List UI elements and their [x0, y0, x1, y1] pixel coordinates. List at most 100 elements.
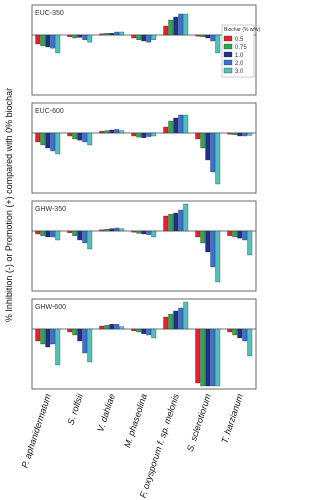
- bar: [99, 131, 105, 134]
- bar: [227, 132, 233, 135]
- bar: [119, 228, 125, 232]
- x-tick-label: V. dahliae: [95, 393, 117, 434]
- bar: [200, 328, 206, 387]
- bar: [114, 227, 120, 232]
- bar: [183, 13, 189, 36]
- bar: [40, 34, 46, 46]
- legend-swatch: [223, 59, 233, 66]
- bar: [87, 230, 93, 250]
- bar: [200, 230, 206, 244]
- bar: [141, 132, 147, 138]
- bar: [237, 230, 243, 239]
- bar: [35, 230, 41, 235]
- legend-swatch: [223, 67, 233, 74]
- bar: [215, 230, 221, 283]
- bar: [99, 229, 105, 232]
- bar: [146, 328, 152, 336]
- legend-label: 0.5: [235, 37, 244, 43]
- bar: [146, 34, 152, 43]
- bar: [200, 132, 206, 149]
- bar: [215, 34, 221, 54]
- bar: [151, 34, 157, 40]
- bar: [168, 120, 174, 134]
- bar: [55, 230, 61, 241]
- bar: [67, 230, 73, 233]
- y-axis-label: % Inhibition (-) or Promotion (+) compar…: [4, 88, 14, 322]
- bar: [168, 19, 174, 36]
- bar: [151, 328, 157, 339]
- bar: [87, 328, 93, 363]
- legend-swatch: [223, 51, 233, 58]
- panel-title: GHW-350: [35, 206, 66, 213]
- bar: [40, 328, 46, 345]
- bar: [55, 328, 61, 366]
- bar: [77, 132, 83, 141]
- bar: [131, 230, 137, 233]
- bar: [178, 307, 184, 330]
- bar: [195, 34, 201, 37]
- bar: [163, 316, 169, 330]
- bar: [227, 230, 233, 236]
- legend-swatch: [223, 43, 233, 50]
- bar: [146, 132, 152, 137]
- bar: [173, 117, 179, 134]
- bar: [232, 132, 238, 135]
- bar: [72, 230, 78, 236]
- bar: [45, 34, 51, 48]
- bar: [104, 229, 110, 232]
- bar: [55, 34, 61, 54]
- bar: [104, 130, 110, 134]
- legend-label: 3.0: [235, 69, 244, 75]
- bar: [178, 114, 184, 134]
- bar: [67, 34, 73, 37]
- legend-label: 1.0: [235, 53, 244, 59]
- bar: [173, 212, 179, 232]
- bar: [205, 34, 211, 39]
- bar: [247, 230, 253, 256]
- bar: [35, 34, 41, 45]
- bar: [136, 34, 142, 40]
- bar: [163, 215, 169, 232]
- bar: [242, 328, 248, 342]
- bar: [82, 34, 88, 40]
- bar: [50, 34, 56, 49]
- bar: [87, 132, 93, 146]
- bar: [168, 214, 174, 232]
- bar: [50, 132, 56, 152]
- bar: [173, 16, 179, 36]
- bar: [205, 230, 211, 253]
- legend-label: 2.0: [235, 61, 244, 67]
- bar: [35, 328, 41, 342]
- bar: [200, 34, 206, 37]
- bar: [109, 324, 115, 330]
- bar: [109, 33, 115, 36]
- bar: [99, 325, 105, 330]
- bar: [173, 310, 179, 330]
- bar: [119, 130, 125, 134]
- bar: [183, 301, 189, 330]
- bar: [151, 230, 157, 238]
- bar: [195, 328, 201, 384]
- bar: [77, 34, 83, 38]
- bar: [72, 328, 78, 336]
- bar: [163, 126, 169, 134]
- bar: [141, 34, 147, 42]
- bar: [183, 203, 189, 232]
- bar: [131, 132, 137, 137]
- bar: [50, 328, 56, 345]
- bar: [215, 328, 221, 387]
- bar: [242, 132, 248, 137]
- bar: [109, 228, 115, 232]
- bar: [205, 328, 211, 387]
- panel-frame: [31, 4, 257, 96]
- x-tick-label: M. phaseolina: [122, 393, 149, 449]
- bar: [141, 328, 147, 334]
- bar: [242, 230, 248, 241]
- bar: [67, 132, 73, 137]
- bar: [210, 132, 216, 173]
- bar: [131, 34, 137, 39]
- bar: [237, 328, 243, 339]
- bar: [67, 328, 73, 333]
- bar: [178, 13, 184, 36]
- chart: % Inhibition (-) or Promotion (+) compar…: [4, 4, 260, 499]
